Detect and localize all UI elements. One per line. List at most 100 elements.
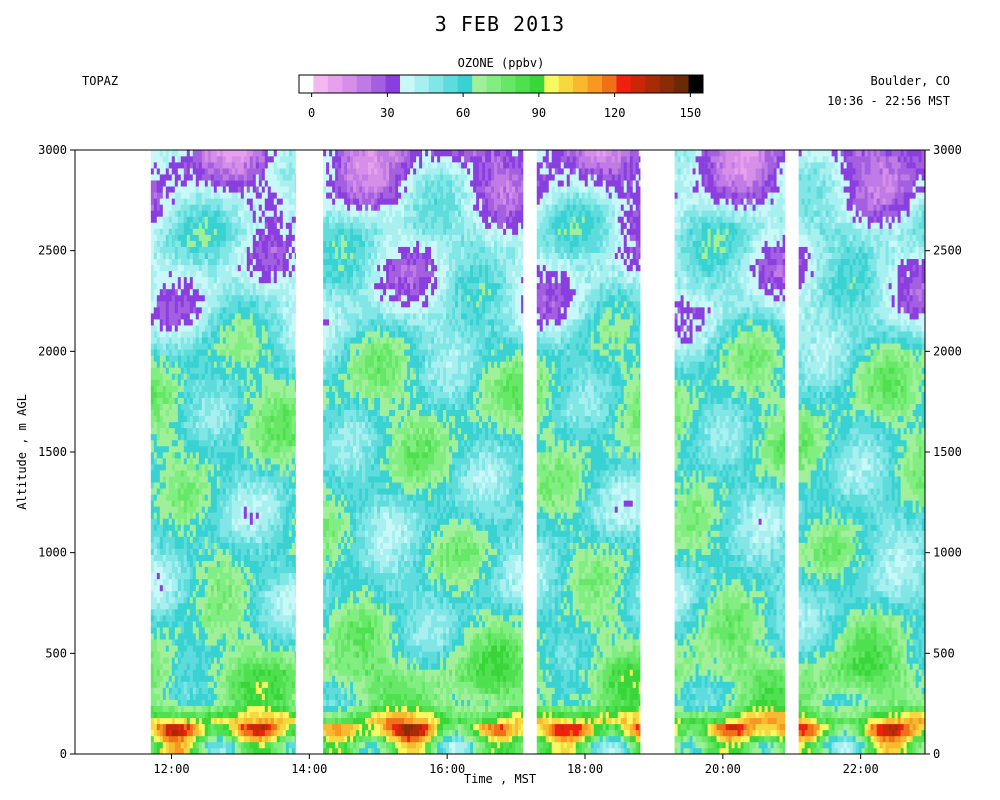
heatmap-cell — [258, 590, 263, 598]
heatmap-cell — [282, 705, 287, 713]
heatmap-cell — [192, 264, 197, 272]
heatmap-cell — [171, 711, 176, 719]
heatmap-cell — [171, 301, 176, 308]
heatmap-cell — [159, 687, 164, 694]
heatmap-cell — [153, 180, 158, 187]
heatmap-cell — [243, 349, 248, 356]
heatmap-cell — [213, 288, 218, 296]
heatmap-cell — [237, 663, 242, 670]
heatmap-cell — [210, 150, 215, 157]
heatmap-cell — [237, 301, 242, 308]
heatmap-cell — [273, 337, 278, 344]
heatmap-cell — [195, 693, 200, 700]
heatmap-cell — [219, 464, 224, 471]
heatmap-cell — [177, 488, 182, 495]
heatmap-cell — [323, 458, 327, 465]
heatmap-cell — [261, 500, 266, 507]
heatmap-cell — [258, 168, 263, 175]
heatmap-cell — [204, 494, 209, 501]
heatmap-cell — [195, 421, 200, 429]
heatmap-cell — [279, 282, 284, 290]
heatmap-cell — [294, 506, 296, 513]
heatmap-cell — [249, 313, 254, 320]
heatmap-cell — [183, 373, 188, 380]
heatmap-cell — [210, 747, 215, 755]
heatmap-cell — [285, 385, 290, 392]
heatmap-cell — [267, 276, 272, 284]
heatmap-cell — [162, 506, 167, 513]
heatmap-cell — [165, 294, 170, 302]
heatmap-cell — [189, 639, 194, 646]
heatmap-cell — [240, 536, 245, 543]
heatmap-cell — [279, 476, 284, 483]
heatmap-cell — [186, 186, 191, 193]
heatmap-cell — [159, 192, 164, 199]
heatmap-cell — [171, 192, 176, 199]
heatmap-cell — [252, 669, 257, 676]
heatmap-cell — [222, 252, 227, 260]
heatmap-cell — [285, 174, 290, 181]
heatmap-cell — [186, 639, 191, 646]
heatmap-cell — [153, 276, 158, 284]
heatmap-cell — [267, 240, 272, 247]
heatmap-cell — [282, 500, 287, 507]
heatmap-cell — [192, 337, 197, 344]
heatmap-cell — [267, 325, 272, 332]
heatmap-cell — [294, 717, 296, 725]
heatmap-cell — [279, 307, 284, 314]
heatmap-cell — [255, 168, 260, 175]
heatmap-cell — [234, 270, 239, 278]
heatmap-cell — [156, 331, 161, 338]
heatmap-cell — [156, 301, 161, 308]
heatmap-cell — [291, 554, 296, 562]
heatmap-cell — [189, 717, 194, 725]
heatmap-cell — [171, 355, 176, 362]
location-label: Boulder, CO — [871, 74, 950, 88]
heatmap-cell — [171, 590, 176, 598]
heatmap-cell — [186, 687, 191, 694]
heatmap-cell — [243, 427, 248, 435]
heatmap-cell — [222, 476, 227, 483]
heatmap-cell — [219, 180, 224, 187]
heatmap-cell — [216, 313, 221, 320]
heatmap-cell — [189, 433, 194, 441]
heatmap-cell — [231, 216, 236, 223]
heatmap-cell — [180, 711, 185, 719]
heatmap-cell — [201, 355, 206, 362]
heatmap-cell — [276, 409, 281, 417]
heatmap-cell — [294, 264, 296, 272]
heatmap-cell — [213, 687, 218, 694]
heatmap-cell — [174, 693, 179, 700]
heatmap-cell — [189, 282, 194, 290]
heatmap-cell — [192, 294, 197, 302]
heatmap-cell — [192, 180, 197, 187]
heatmap-cell — [156, 584, 161, 592]
heatmap-cell — [252, 433, 257, 441]
heatmap-cell — [261, 494, 266, 501]
heatmap-cell — [180, 331, 185, 338]
heatmap-cell — [267, 566, 272, 574]
heatmap-cell — [273, 421, 278, 429]
heatmap-cell — [201, 150, 206, 157]
heatmap-cell — [252, 596, 257, 604]
heatmap-cell — [237, 210, 242, 217]
heatmap-cell — [243, 633, 248, 640]
heatmap-cell — [282, 524, 287, 531]
heatmap-cell — [255, 530, 260, 537]
heatmap-cell — [273, 548, 278, 555]
heatmap-cell — [288, 343, 293, 350]
heatmap-cell — [246, 198, 251, 205]
heatmap-cell — [177, 156, 182, 163]
heatmap-cell — [282, 645, 287, 652]
heatmap-cell — [216, 379, 221, 386]
heatmap-cell — [189, 379, 194, 386]
heatmap-cell — [198, 615, 203, 622]
heatmap-cell — [204, 596, 209, 604]
heatmap-cell — [219, 282, 224, 290]
heatmap-cell — [156, 210, 161, 217]
heatmap-cell — [270, 264, 275, 272]
heatmap-cell — [174, 657, 179, 664]
heatmap-cell — [273, 264, 278, 272]
heatmap-cell — [252, 409, 257, 417]
heatmap-cell — [192, 542, 197, 549]
